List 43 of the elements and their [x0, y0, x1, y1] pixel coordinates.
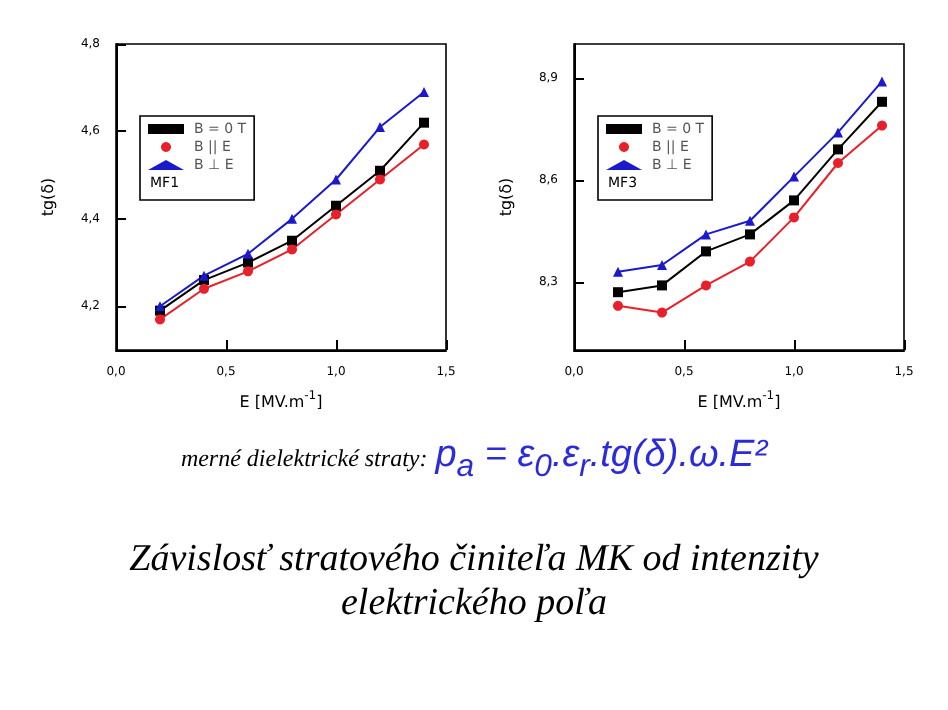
- point: [657, 280, 667, 291]
- point: [419, 117, 429, 128]
- point: [833, 127, 843, 138]
- point: [613, 287, 623, 298]
- point: [287, 213, 297, 224]
- text: p$_{a}$ = ε$_{0}$.ε$_{r}$.tg(δ).ω.E²: [435, 434, 768, 484]
- point: [789, 212, 799, 223]
- point: [375, 122, 385, 133]
- point: [657, 307, 667, 318]
- point: [833, 158, 843, 168]
- text: Závislosť stratového činiteľa MK od intenzity elektrického poľa: [127, 538, 821, 626]
- point: [701, 280, 711, 291]
- point: [419, 87, 429, 98]
- point: [375, 174, 385, 185]
- point: [745, 229, 755, 240]
- point: [745, 256, 755, 267]
- point: [243, 248, 253, 259]
- y-axis-title: tg(δ): [39, 177, 57, 217]
- point: [243, 266, 253, 277]
- point: [331, 174, 341, 185]
- point: [789, 171, 799, 182]
- y-axis-title: tg(δ): [497, 177, 515, 217]
- point: [375, 165, 385, 176]
- point: [155, 314, 165, 325]
- point: [419, 139, 429, 150]
- point: [331, 209, 341, 220]
- point: [613, 300, 623, 311]
- text: merné dielektrické straty:: [180, 444, 428, 472]
- point: [287, 244, 297, 255]
- point: [613, 266, 623, 277]
- point: [701, 246, 711, 257]
- point: [701, 229, 711, 240]
- point: [877, 120, 887, 131]
- point: [287, 235, 297, 246]
- point: [199, 270, 209, 281]
- point: [833, 144, 843, 155]
- point: [745, 215, 755, 226]
- point: [877, 96, 887, 107]
- point: [657, 260, 667, 270]
- point: [331, 200, 341, 211]
- point: [199, 283, 209, 294]
- point: [789, 195, 799, 206]
- point: [877, 76, 887, 87]
